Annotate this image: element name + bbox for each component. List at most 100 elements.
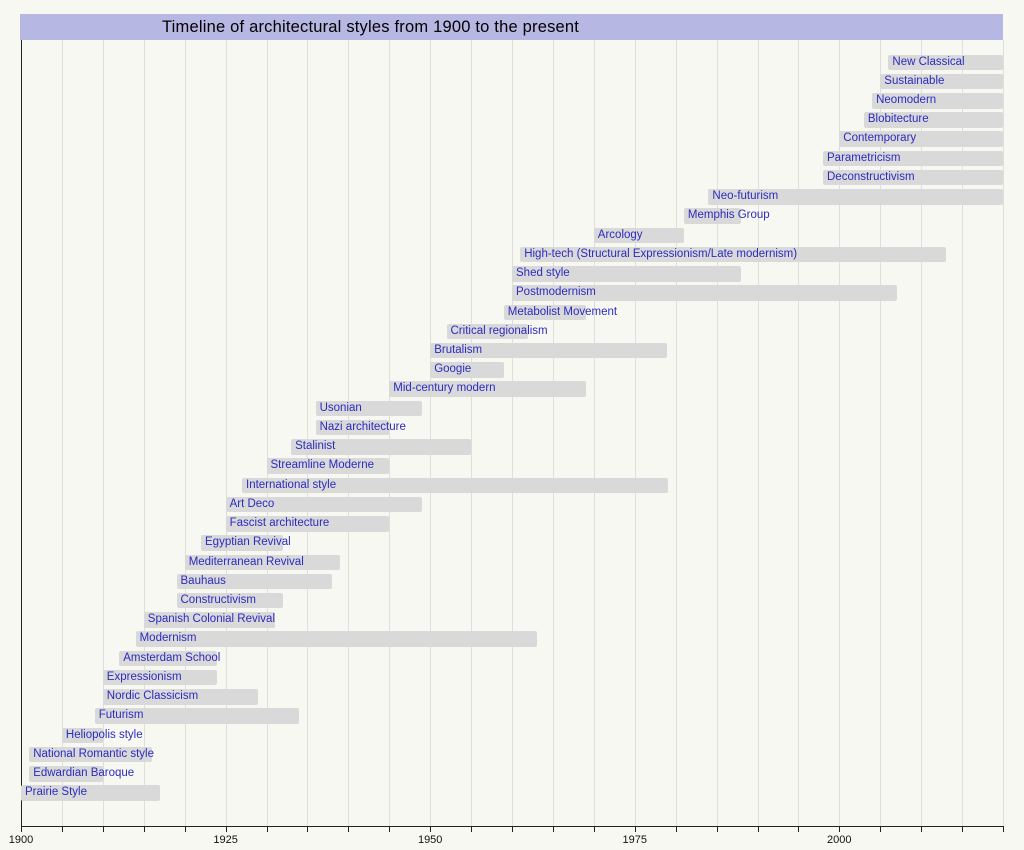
style-label[interactable]: Modernism [139, 632, 197, 645]
gridline [880, 40, 882, 826]
axis-tick [512, 826, 513, 832]
style-label[interactable]: Googie [434, 363, 472, 376]
timeline-bar: Deconstructivism [823, 169, 1003, 186]
style-label[interactable]: Memphis Group [687, 209, 770, 222]
style-label[interactable]: Edwardian Baroque [33, 767, 135, 779]
timeline-bar: Postmodernism [512, 285, 897, 301]
style-label[interactable]: Deconstructivism [827, 170, 915, 183]
style-label[interactable]: Egyptian Revival [205, 536, 291, 549]
style-label[interactable]: Nazi architecture [319, 420, 406, 433]
gridline [634, 40, 636, 826]
style-label[interactable]: Streamline Moderne [270, 459, 375, 472]
style-label[interactable]: New Classical [892, 55, 965, 68]
gridline [593, 40, 595, 826]
style-label[interactable]: International style [246, 478, 337, 491]
axis-tick [552, 826, 554, 832]
style-label[interactable]: Expressionism [106, 670, 182, 683]
gridline [512, 40, 513, 826]
style-label[interactable]: Neo-futurism [712, 190, 779, 203]
style-label[interactable]: National Romantic style [33, 747, 154, 760]
timeline-bar: Usonian [315, 400, 422, 417]
style-label[interactable]: Sustainable [884, 74, 945, 87]
timeline-bar: Brutalism [430, 342, 668, 359]
axis-tick [102, 826, 104, 832]
style-label[interactable]: Amsterdam School [123, 651, 221, 664]
timeline-bar: Egyptian Revival [201, 535, 291, 551]
timeline-bar: Modernism [135, 631, 537, 647]
style-label[interactable]: Brutalism [434, 343, 483, 356]
axis-tick [389, 826, 391, 832]
axis-tick-label: 1900 [8, 834, 34, 846]
gridline [471, 40, 473, 826]
gridline [307, 40, 309, 826]
axis-tick [593, 826, 595, 832]
timeline-bar: Mediterranean Revival [184, 554, 341, 570]
style-label[interactable]: Neomodern [876, 94, 937, 106]
style-label[interactable]: Blobitecture [867, 113, 929, 126]
timeline-bar: Memphis Group [683, 208, 770, 224]
timeline-bar: Nordic Classicism [102, 689, 259, 705]
style-label[interactable]: Postmodernism [516, 286, 596, 299]
axis-tick [143, 826, 145, 832]
y-axis-line [21, 40, 22, 826]
style-label[interactable]: Critical regionalism [450, 324, 548, 337]
timeline-bar: New Classical [888, 54, 1003, 70]
axis-tick [634, 826, 636, 832]
style-label[interactable]: Usonian [319, 401, 362, 414]
style-label[interactable]: Prairie Style [25, 786, 87, 799]
style-label[interactable]: Mediterranean Revival [188, 555, 304, 568]
axis-tick [266, 826, 268, 832]
style-label[interactable]: Futurism [98, 709, 144, 722]
style-label[interactable]: Heliopolis style [65, 728, 143, 741]
style-label[interactable]: Stalinist [295, 440, 336, 453]
style-label[interactable]: Constructivism [180, 593, 256, 606]
gridline [552, 40, 554, 826]
timeline-bar: Art Deco [225, 496, 422, 513]
gridline [143, 40, 145, 826]
gridline [757, 40, 759, 826]
style-label[interactable]: Bauhaus [180, 574, 226, 587]
axis-tick [798, 826, 800, 832]
axis-tick [675, 826, 677, 832]
axis-tick [716, 826, 718, 832]
style-label[interactable]: Metabolist Movement [507, 305, 618, 318]
gridline [1003, 40, 1004, 826]
style-label[interactable]: Art Deco [229, 497, 275, 510]
axis-tick [962, 826, 964, 832]
timeline-bar: Amsterdam School [119, 650, 221, 667]
timeline-bar: Heliopolis style [61, 727, 143, 744]
style-label[interactable]: Mid-century modern [393, 382, 496, 395]
axis-tick [921, 826, 923, 832]
axis-tick [839, 826, 841, 832]
style-label[interactable]: Parametricism [827, 151, 901, 164]
axis-tick [880, 826, 882, 832]
style-label[interactable]: Fascist architecture [229, 517, 330, 529]
style-label[interactable]: Spanish Colonial Revival [147, 613, 276, 626]
timeline-bar: Googie [430, 362, 504, 378]
style-label[interactable]: Shed style [516, 267, 570, 279]
gridline [430, 40, 432, 826]
gridline [921, 40, 923, 826]
timeline-bar: Neo-futurism [708, 189, 1003, 205]
timeline-bar: Nazi architecture [315, 419, 406, 436]
timeline-bar: Blobitecture [863, 112, 1003, 128]
style-label[interactable]: Contemporary [843, 132, 917, 145]
axis-tick [307, 826, 309, 832]
chart-title: Timeline of architectural styles from 19… [162, 17, 580, 36]
style-label[interactable]: Nordic Classicism [106, 690, 199, 703]
axis-tick [430, 826, 432, 832]
axis-tick [757, 826, 759, 832]
gridline [839, 40, 841, 826]
gridline [61, 40, 63, 826]
chart-title-bar: Timeline of architectural styles from 19… [20, 14, 1003, 40]
timeline-bar: Arcology [593, 227, 684, 244]
gridline [102, 40, 104, 826]
style-label[interactable]: Arcology [597, 228, 643, 241]
timeline-bar: Streamline Moderne [266, 458, 390, 474]
timeline-bar: Parametricism [823, 150, 1003, 167]
style-label[interactable]: High-tech (Structural Expressionism/Late… [524, 247, 798, 260]
axis-tick [184, 826, 186, 832]
gridline [266, 40, 268, 826]
gridline [798, 40, 800, 826]
